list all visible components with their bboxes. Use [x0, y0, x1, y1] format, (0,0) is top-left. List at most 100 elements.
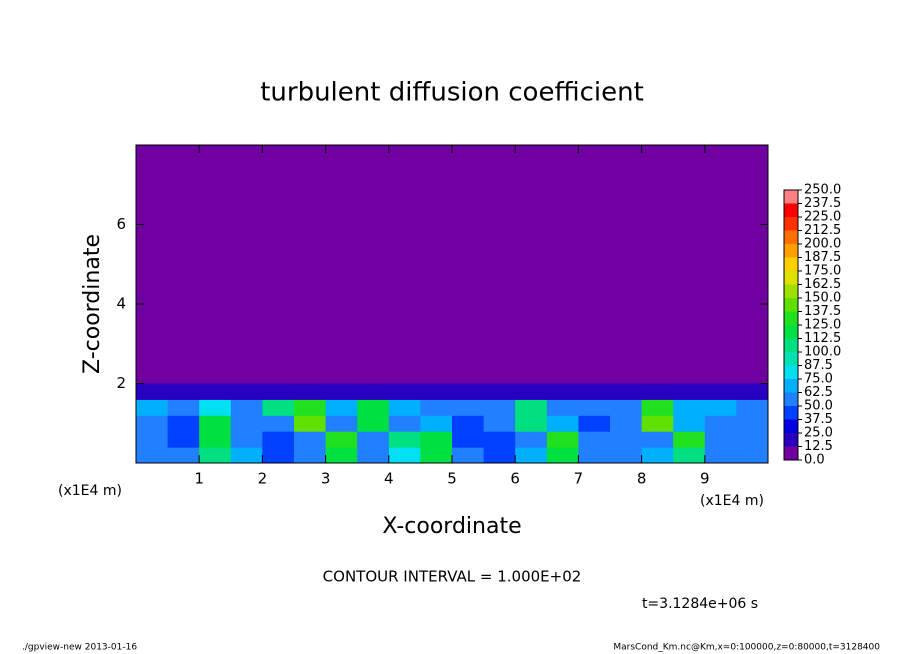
- chart-title: turbulent diffusion coefficient: [260, 78, 644, 108]
- colorbar-band: [784, 352, 798, 366]
- colorbar-label: 212.5: [804, 223, 841, 238]
- field-cell: [704, 399, 737, 416]
- x-tick-label: 5: [447, 470, 457, 488]
- field-cell: [641, 399, 674, 416]
- field-cell: [230, 399, 263, 416]
- y-tick-label: 6: [116, 215, 126, 233]
- field-cell: [546, 431, 579, 448]
- colorbar-band: [784, 406, 798, 420]
- field-cell: [420, 447, 453, 464]
- field-cell: [673, 415, 706, 432]
- x-tick-label: 4: [384, 470, 394, 488]
- field-cell: [736, 415, 769, 432]
- colorbar-band: [784, 271, 798, 285]
- colorbar-band: [784, 244, 798, 258]
- field-cell: [262, 399, 295, 416]
- colorbar-label: 175.0: [804, 264, 841, 279]
- field-cell: [325, 399, 358, 416]
- x-tick-label: 2: [258, 470, 268, 488]
- field-cell: [167, 399, 200, 416]
- field-cell: [230, 431, 263, 448]
- x-tick-label: 6: [510, 470, 520, 488]
- field-cell: [452, 415, 485, 432]
- field-cell: [325, 447, 358, 464]
- field-cell: [199, 399, 232, 416]
- field-cell: [673, 447, 706, 464]
- field-cell: [199, 415, 232, 432]
- field-cell: [136, 383, 169, 400]
- x-tick-label: 3: [321, 470, 331, 488]
- colorbar-band: [784, 379, 798, 393]
- colorbar-label: 125.0: [804, 318, 841, 333]
- field-cell: [546, 383, 579, 400]
- field-cell: [420, 383, 453, 400]
- field-cell: [673, 431, 706, 448]
- field-cell: [167, 447, 200, 464]
- field-cell: [641, 383, 674, 400]
- colorbar-label: 75.0: [804, 372, 833, 387]
- field-cell: [483, 383, 516, 400]
- colorbar-label: 50.0: [804, 399, 833, 414]
- field-cell: [294, 399, 327, 416]
- field-cell: [262, 415, 295, 432]
- colorbar-band: [784, 257, 798, 271]
- field-cell: [736, 431, 769, 448]
- field-cell: [610, 399, 643, 416]
- y-tick-label: 4: [116, 295, 126, 313]
- field-cell: [578, 431, 611, 448]
- field-cell: [388, 431, 421, 448]
- field-cell: [515, 431, 548, 448]
- field-cell: [452, 399, 485, 416]
- x-tick-label: 8: [637, 470, 647, 488]
- field-cell: [736, 383, 769, 400]
- colorbar-band: [784, 311, 798, 325]
- field-cell: [199, 383, 232, 400]
- field-cell: [294, 415, 327, 432]
- colorbar-label: 100.0: [804, 345, 841, 360]
- field-cell: [736, 447, 769, 464]
- colorbar-band: [784, 325, 798, 339]
- field-cell: [736, 399, 769, 416]
- field-cell: [136, 447, 169, 464]
- colorbar-band: [784, 419, 798, 433]
- field-cell: [704, 447, 737, 464]
- colorbar-band: [784, 217, 798, 231]
- field-cell: [515, 383, 548, 400]
- field-cell: [420, 415, 453, 432]
- field-cell: [199, 447, 232, 464]
- field-cell: [546, 399, 579, 416]
- colorbar-band: [784, 298, 798, 312]
- colorbar-label: 62.5: [804, 385, 833, 400]
- field-cell: [673, 383, 706, 400]
- field-cell: [294, 383, 327, 400]
- field-cell: [610, 383, 643, 400]
- colorbar-label: 162.5: [804, 277, 841, 292]
- field-cell: [388, 447, 421, 464]
- field-cell: [325, 431, 358, 448]
- colorbar-label: 250.0: [804, 183, 841, 198]
- field-cell: [420, 431, 453, 448]
- field-cell: [357, 415, 390, 432]
- field-cell: [452, 447, 485, 464]
- field-cell: [452, 431, 485, 448]
- colorbar-label: 137.5: [804, 304, 841, 319]
- field-cell: [230, 383, 263, 400]
- footer-right: MarsCond_Km.nc@Km,x=0:100000,z=0:80000,t…: [613, 643, 880, 653]
- footer-left: ./gpview-new 2013-01-16: [22, 643, 137, 653]
- field-cell: [230, 415, 263, 432]
- field-cell: [483, 431, 516, 448]
- field-cell: [483, 447, 516, 464]
- field-cell: [136, 415, 169, 432]
- field-cell: [262, 383, 295, 400]
- field-cell: [483, 415, 516, 432]
- field-cell: [199, 431, 232, 448]
- field-cell: [167, 415, 200, 432]
- field-cell: [641, 431, 674, 448]
- field-cell: [230, 447, 263, 464]
- field-cell: [294, 431, 327, 448]
- field-cell: [388, 415, 421, 432]
- field-cell: [357, 431, 390, 448]
- field-cell: [357, 399, 390, 416]
- field-cell: [136, 431, 169, 448]
